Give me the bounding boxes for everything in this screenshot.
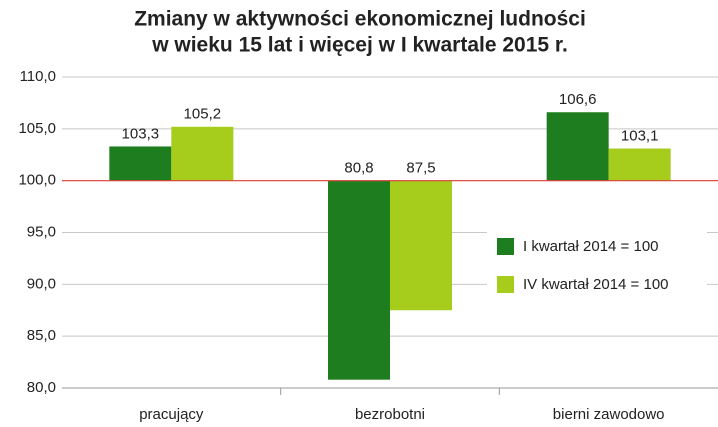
legend-swatch — [497, 238, 514, 255]
y-tick-label: 95,0 — [27, 223, 56, 240]
bar — [546, 112, 609, 181]
x-tick-label: bierni zawodowo — [553, 406, 665, 423]
bar — [109, 146, 172, 181]
data-label: 105,2 — [184, 106, 222, 123]
data-label: 80,8 — [344, 160, 373, 177]
bar — [390, 180, 452, 311]
data-label: 87,5 — [406, 160, 435, 177]
chart-title: w wieku 15 lat i więcej w I kwartale 201… — [151, 34, 568, 57]
legend-background — [487, 222, 707, 306]
x-tick-label: pracujący — [139, 406, 204, 423]
bar — [171, 126, 234, 181]
y-tick-label: 100,0 — [18, 172, 56, 189]
legend-label: I kwartał 2014 = 100 — [523, 238, 659, 255]
bar — [608, 148, 671, 181]
y-tick-label: 105,0 — [18, 120, 56, 137]
x-tick-label: bezrobotni — [355, 406, 425, 423]
y-tick-label: 85,0 — [27, 327, 56, 344]
chart-title: Zmiany w aktywności ekonomicznej ludnośc… — [134, 8, 586, 31]
data-label: 106,6 — [559, 91, 597, 108]
legend-label: IV kwartał 2014 = 100 — [523, 276, 669, 293]
data-label: 103,3 — [122, 125, 160, 142]
y-tick-label: 110,0 — [20, 68, 56, 85]
bar — [328, 180, 390, 380]
legend-swatch — [497, 276, 514, 293]
y-tick-label: 80,0 — [27, 379, 56, 396]
data-label: 103,1 — [621, 127, 659, 144]
y-tick-label: 90,0 — [27, 275, 56, 292]
